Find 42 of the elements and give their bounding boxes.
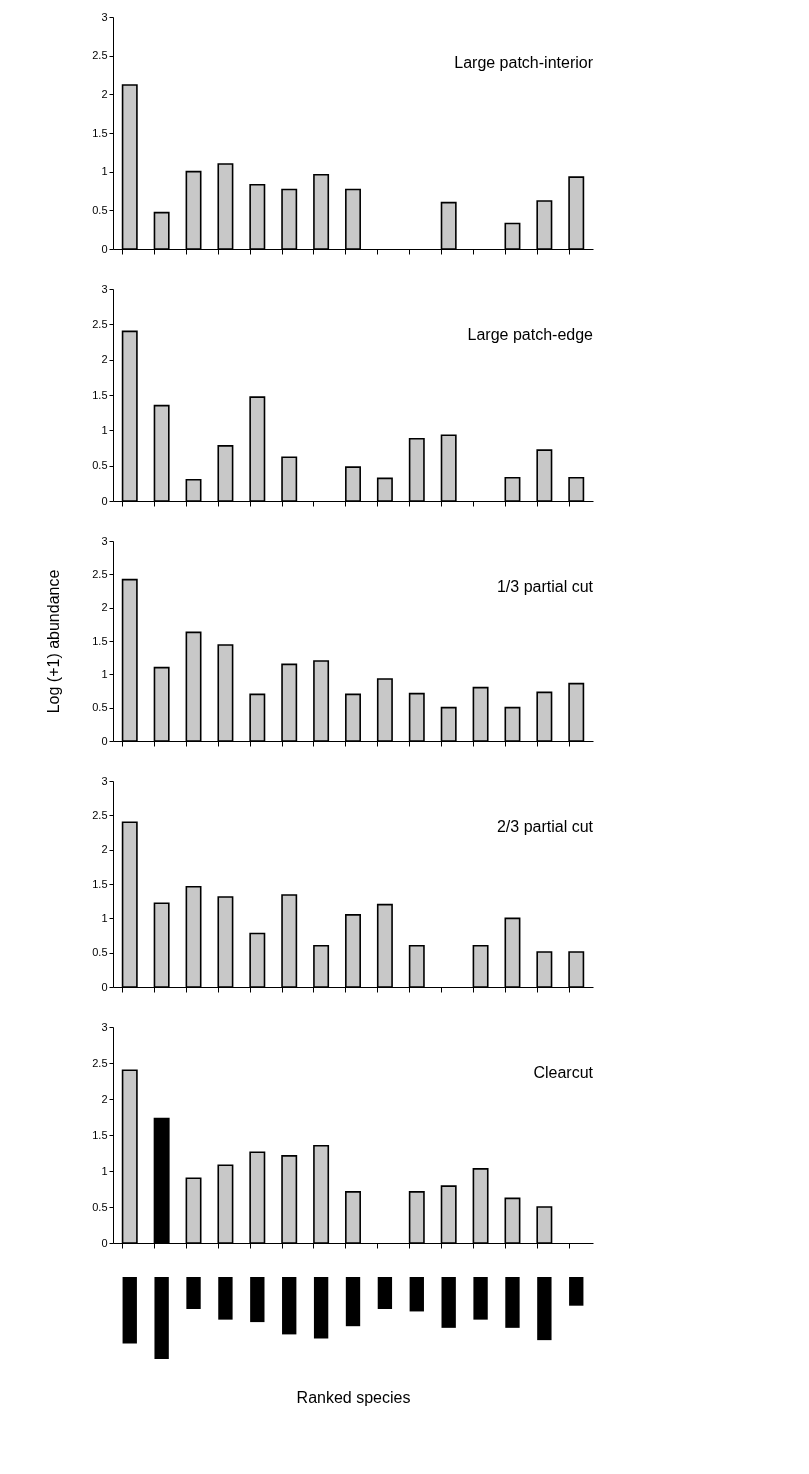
y-tick-label: 1 — [101, 423, 108, 436]
y-tick-label: 3 — [101, 1020, 108, 1033]
y-tick-label: 0.5 — [92, 203, 108, 216]
y-tick-label: 1.5 — [92, 388, 108, 401]
y-tick-label: 0.5 — [92, 459, 108, 472]
text: Large patch-interior — [454, 54, 594, 71]
text: Large patch-edge — [467, 326, 594, 343]
y-tick-label: 1 — [101, 667, 108, 680]
y-tick-label: 1.5 — [92, 634, 108, 647]
y-tick-label: 3 — [101, 282, 108, 295]
y-tick-label: 2 — [101, 353, 108, 366]
y-tick-label: 1.5 — [92, 877, 108, 890]
y-tick-label: 0 — [101, 494, 108, 507]
y-axis-title: Log (+1) abundance — [45, 569, 63, 714]
y-tick-label: 2.5 — [92, 567, 108, 580]
y-tick-label: 0.5 — [92, 1200, 108, 1213]
y-tick-label: 3 — [101, 10, 108, 23]
y-tick-label: 2.5 — [92, 808, 108, 821]
y-tick-label: 2 — [101, 87, 108, 100]
text: 1/3 partial cut — [496, 578, 594, 595]
y-tick-label: 2 — [101, 601, 108, 614]
y-tick-label: 2 — [101, 1092, 108, 1105]
y-tick-label: 0.5 — [92, 946, 108, 959]
y-tick-label: 2.5 — [92, 49, 108, 62]
y-tick-label: 0 — [101, 980, 108, 993]
y-tick-label: 3 — [101, 534, 108, 547]
y-tick-label: 0 — [101, 734, 108, 747]
y-tick-label: 1 — [101, 1164, 108, 1177]
y-tick-label: 0.5 — [92, 701, 108, 714]
y-tick-label: 2.5 — [92, 1056, 108, 1069]
y-tick-label: 2.5 — [92, 317, 108, 330]
y-tick-label: 1 — [101, 165, 108, 178]
y-tick-label: 2 — [101, 843, 108, 856]
x-axis-title: Ranked species — [296, 1388, 411, 1406]
text: Clearcut — [533, 1064, 594, 1081]
y-tick-label: 1.5 — [92, 1128, 108, 1141]
text: 2/3 partial cut — [496, 818, 594, 835]
y-tick-label: 1 — [101, 911, 108, 924]
y-tick-label: 0 — [101, 242, 108, 255]
y-tick-label: 3 — [101, 774, 108, 787]
y-tick-label: 1.5 — [92, 126, 108, 139]
y-tick-label: 0 — [101, 1236, 108, 1249]
